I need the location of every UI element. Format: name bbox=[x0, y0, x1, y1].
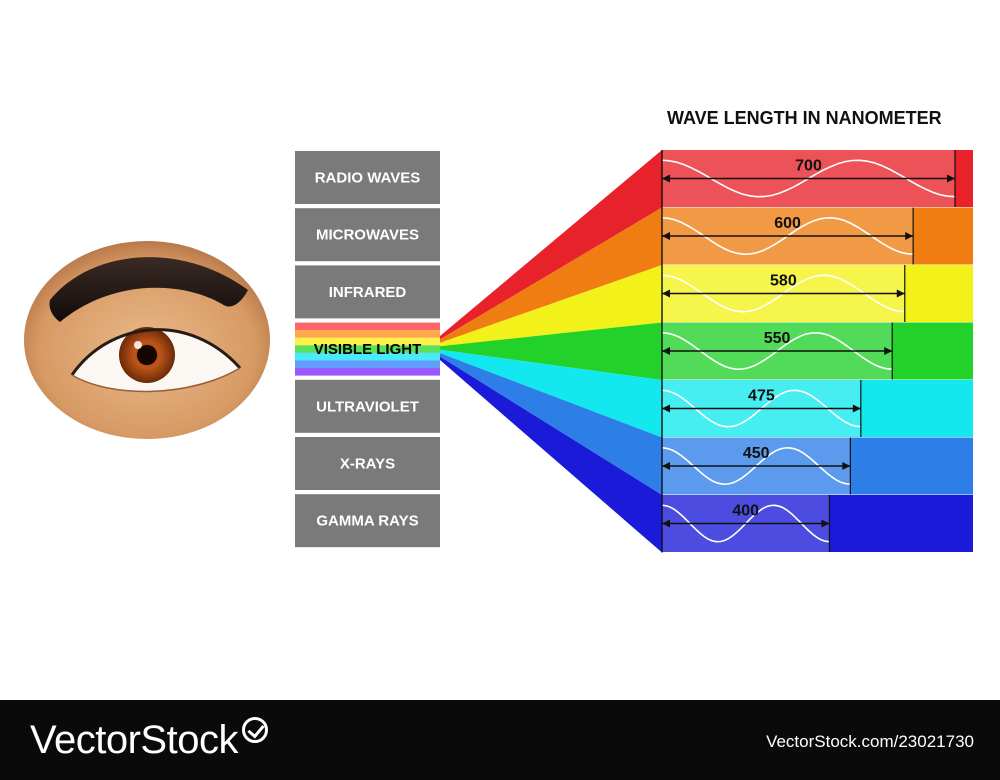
band-label: MICROWAVES bbox=[316, 227, 419, 244]
wavelength-label: 700 bbox=[795, 158, 822, 175]
arrow-right-icon bbox=[821, 519, 830, 528]
spectrum-band-ultraviolet: ULTRAVIOLET bbox=[295, 379, 440, 433]
rainbow-stripe bbox=[295, 337, 440, 346]
eye-illustration bbox=[24, 241, 270, 439]
band-box bbox=[295, 437, 440, 490]
chart-title: WAVE LENGTH IN NANOMETER bbox=[667, 108, 942, 128]
wavelength-label: 550 bbox=[764, 330, 791, 347]
spectrum-band-gamma-rays: GAMMA RAYS bbox=[295, 494, 440, 548]
spectrum-band-infrared: INFRARED bbox=[295, 265, 440, 319]
rainbow-stripe bbox=[295, 368, 440, 376]
footer-bar: VectorStock VectorStock.com/23021730 bbox=[0, 700, 1000, 780]
ray-blue bbox=[440, 353, 662, 495]
band-box bbox=[295, 208, 440, 262]
band-label: X-RAYS bbox=[340, 455, 395, 472]
band-label: ULTRAVIOLET bbox=[316, 398, 419, 415]
arrow-left-icon bbox=[662, 347, 670, 355]
band-label: VISIBLE LIGHT bbox=[314, 341, 422, 358]
spectrum-diagram: RADIO WAVES MICROWAVES INFRARED VISIBLE LIG… bbox=[24, 108, 973, 553]
arrow-right-icon bbox=[947, 174, 955, 183]
ray-green bbox=[440, 322, 662, 380]
wavelength-label: 600 bbox=[774, 215, 801, 232]
band-box bbox=[295, 379, 440, 433]
wavelength-row-green: 550 bbox=[661, 322, 973, 380]
band-box bbox=[295, 494, 440, 548]
wavelength-row-yellow: 580 bbox=[661, 265, 973, 322]
arrow-right-icon bbox=[896, 289, 905, 298]
wavelength-label: 400 bbox=[732, 503, 759, 520]
rainbow-stripe bbox=[295, 352, 440, 361]
image-credit: VectorStock.com/23021730 bbox=[766, 732, 974, 751]
wavelength-label: 475 bbox=[748, 388, 775, 405]
light-rays bbox=[440, 150, 662, 553]
band-label: INFRARED bbox=[329, 284, 407, 301]
rainbow-stripe bbox=[295, 330, 440, 338]
wavelength-label: 580 bbox=[770, 273, 797, 290]
wavelength-row-cyan: 475 bbox=[661, 380, 973, 437]
spectrum-band-x-rays: X-RAYS bbox=[295, 437, 440, 490]
ray-red bbox=[440, 150, 662, 340]
arrow-right-icon bbox=[842, 462, 851, 470]
band-box bbox=[295, 265, 440, 319]
rainbow-stripe bbox=[295, 322, 440, 331]
rainbow-stripe bbox=[295, 345, 440, 353]
spectrum-band-visible-light: VISIBLE LIGHT bbox=[295, 322, 440, 376]
band-box bbox=[295, 151, 440, 204]
wavelength-row-violet: 400 bbox=[661, 495, 973, 552]
arrow-left-icon bbox=[662, 519, 670, 528]
arrow-left-icon bbox=[662, 462, 670, 470]
arrow-left-icon bbox=[662, 174, 670, 183]
wavelength-row-orange: 600 bbox=[661, 207, 973, 265]
arrow-left-icon bbox=[662, 289, 670, 298]
wavelength-bars: 700 600 580 550 475 450 400 bbox=[661, 150, 973, 553]
ray-cyan bbox=[440, 349, 662, 438]
wavelength-row-blue: 450 bbox=[661, 437, 973, 495]
spectrum-band-list: RADIO WAVES MICROWAVES INFRARED VISIBLE LIG… bbox=[295, 151, 440, 548]
spectrum-band-radio-waves: RADIO WAVES bbox=[295, 151, 440, 204]
brand-name: VectorStock bbox=[30, 718, 238, 762]
arrow-left-icon bbox=[662, 232, 670, 240]
band-label: GAMMA RAYS bbox=[316, 513, 418, 530]
wavelength-row-red: 700 bbox=[661, 150, 973, 207]
ray-yellow bbox=[440, 265, 662, 347]
band-label: RADIO WAVES bbox=[315, 169, 421, 186]
rainbow-stripe bbox=[295, 360, 440, 369]
wavelength-label: 450 bbox=[743, 445, 770, 462]
brand-logo: VectorStock bbox=[30, 717, 268, 763]
arrow-right-icon bbox=[905, 232, 914, 240]
ray-orange bbox=[440, 207, 662, 343]
arrow-right-icon bbox=[884, 347, 893, 355]
arrow-right-icon bbox=[852, 404, 861, 413]
spectrum-band-microwaves: MICROWAVES bbox=[295, 208, 440, 262]
checkmark-icon bbox=[241, 717, 268, 743]
arrow-left-icon bbox=[662, 404, 670, 413]
ray-violet bbox=[440, 356, 662, 553]
